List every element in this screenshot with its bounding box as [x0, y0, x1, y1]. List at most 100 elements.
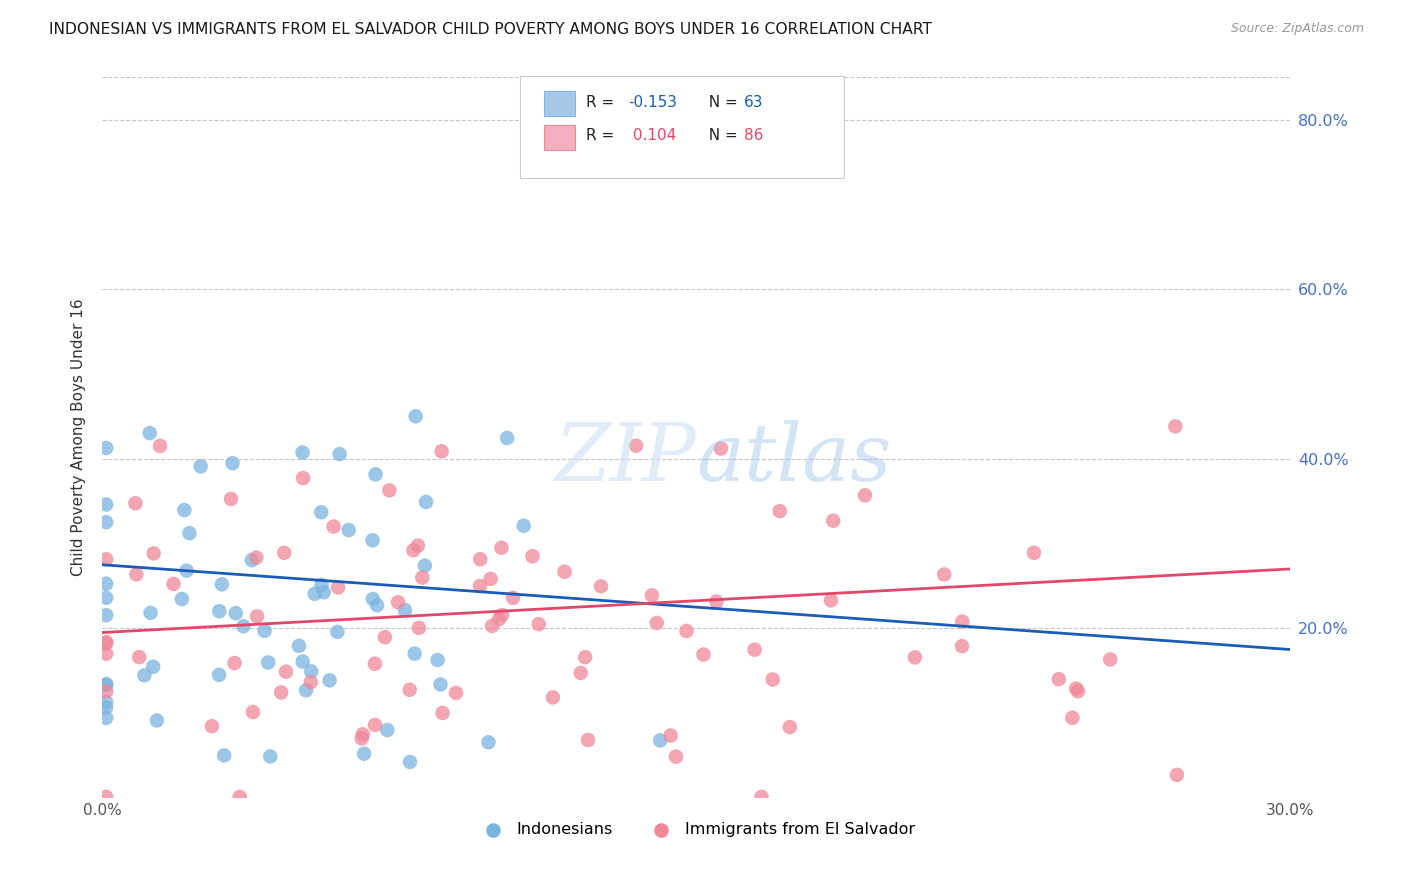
Point — [273, 546, 295, 560]
Point — [378, 483, 401, 498]
Point — [950, 639, 973, 653]
Point — [299, 665, 322, 679]
Point — [149, 439, 172, 453]
Point — [574, 650, 596, 665]
Text: -0.153: -0.153 — [628, 95, 678, 110]
Point — [311, 578, 333, 592]
Point — [96, 700, 118, 714]
Point — [468, 579, 491, 593]
Point — [569, 665, 592, 680]
Point — [179, 526, 201, 541]
Point — [541, 690, 564, 705]
Point — [1067, 684, 1090, 698]
Point — [96, 576, 118, 591]
Point — [710, 442, 733, 456]
Point — [361, 533, 384, 548]
Point — [408, 621, 430, 635]
Point — [502, 591, 524, 605]
Point — [288, 639, 311, 653]
Point — [1062, 711, 1084, 725]
Point — [253, 624, 276, 638]
Point — [769, 504, 792, 518]
Point — [361, 591, 384, 606]
Point — [744, 642, 766, 657]
Point — [402, 543, 425, 558]
Point — [212, 748, 235, 763]
Point — [96, 695, 118, 709]
Point — [576, 733, 599, 747]
Point — [387, 595, 409, 609]
Point — [299, 675, 322, 690]
Point — [352, 727, 374, 741]
Point — [225, 606, 247, 620]
Point — [950, 615, 973, 629]
Point — [96, 608, 118, 623]
Point — [240, 553, 263, 567]
Point — [318, 673, 340, 688]
Point — [375, 723, 398, 737]
Point — [398, 682, 420, 697]
Point — [1064, 681, 1087, 696]
Point — [274, 665, 297, 679]
Point — [295, 683, 318, 698]
Point — [934, 567, 956, 582]
Point — [481, 619, 503, 633]
Point — [312, 585, 335, 599]
Point — [406, 539, 429, 553]
Point — [173, 503, 195, 517]
Point — [527, 617, 550, 632]
Point — [645, 615, 668, 630]
Point — [426, 653, 449, 667]
Point — [96, 677, 118, 691]
Text: atlas: atlas — [696, 420, 891, 498]
Point — [221, 456, 243, 470]
Point — [589, 579, 612, 593]
Point — [211, 577, 233, 591]
Point — [162, 577, 184, 591]
Point — [304, 587, 326, 601]
Text: 63: 63 — [744, 95, 763, 110]
Point — [706, 594, 728, 608]
Point — [124, 496, 146, 510]
Point — [176, 564, 198, 578]
Point — [96, 635, 118, 649]
Point — [1166, 768, 1188, 782]
Point — [292, 471, 315, 485]
Point — [1164, 419, 1187, 434]
Text: R =: R = — [586, 95, 620, 110]
Point — [259, 749, 281, 764]
Point — [404, 647, 426, 661]
Text: 86: 86 — [744, 128, 763, 144]
Point — [326, 624, 349, 639]
Point — [96, 684, 118, 698]
Text: N =: N = — [699, 95, 742, 110]
Point — [96, 789, 118, 804]
Point — [675, 624, 697, 638]
Point — [96, 678, 118, 692]
Point — [479, 572, 502, 586]
Point — [413, 558, 436, 573]
Point — [291, 655, 314, 669]
Point — [146, 714, 169, 728]
Point — [779, 720, 801, 734]
Point — [751, 789, 773, 804]
Point — [128, 650, 150, 665]
Point — [337, 523, 360, 537]
Point — [665, 749, 688, 764]
Point — [96, 441, 118, 455]
Point — [139, 606, 162, 620]
Point — [624, 439, 647, 453]
Point — [201, 719, 224, 733]
Point — [224, 656, 246, 670]
Point — [430, 444, 453, 458]
Point — [364, 718, 387, 732]
Point — [692, 648, 714, 662]
Point — [429, 677, 451, 691]
Text: Source: ZipAtlas.com: Source: ZipAtlas.com — [1230, 22, 1364, 36]
Point — [411, 570, 433, 584]
Point — [350, 731, 373, 746]
Point — [291, 445, 314, 459]
Point — [399, 755, 422, 769]
Point — [96, 498, 118, 512]
Point — [762, 673, 785, 687]
